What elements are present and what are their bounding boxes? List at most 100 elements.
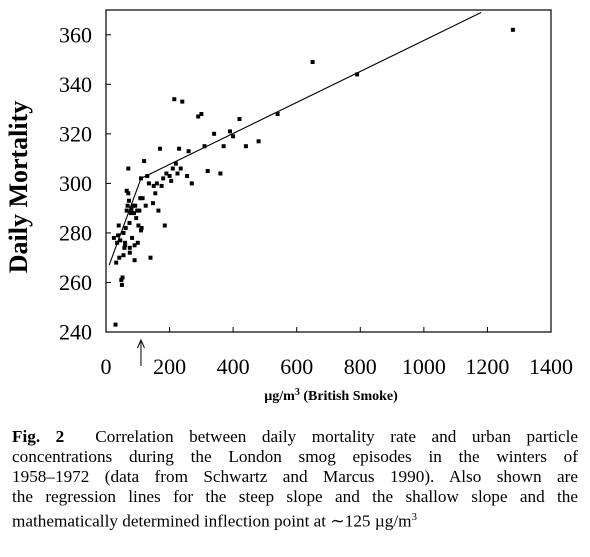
data-point (116, 223, 121, 228)
caption-line-3: 1958–1972 (data from Schwartz and Marcus… (12, 467, 578, 486)
data-point (139, 176, 143, 181)
data-point (132, 211, 136, 216)
data-point (173, 161, 178, 166)
caption-line-5: mathematically determined inflection poi… (12, 507, 578, 532)
data-point (121, 230, 126, 235)
data-point (140, 196, 145, 201)
data-point (185, 174, 190, 178)
data-point (119, 278, 124, 282)
plot-frame (105, 9, 552, 333)
data-point (118, 238, 123, 243)
y-tick-label: 340 (59, 72, 92, 97)
data-point (123, 240, 128, 245)
y-tick-label: 240 (59, 320, 92, 345)
data-point (178, 166, 183, 171)
data-point (135, 240, 140, 245)
data-point (123, 243, 128, 248)
data-points (111, 27, 515, 327)
data-point (151, 183, 156, 188)
data-point (148, 255, 153, 260)
data-point (126, 198, 131, 203)
x-tick-label: 1200 (465, 354, 509, 379)
data-point (130, 235, 135, 240)
data-point (151, 201, 155, 206)
data-point (275, 112, 280, 116)
data-point (132, 243, 137, 248)
data-point (355, 72, 360, 77)
data-point (139, 226, 144, 230)
arrow-head (137, 338, 145, 349)
data-point (146, 181, 151, 186)
data-point (117, 255, 122, 260)
data-point (119, 282, 124, 287)
caption-line-1: Fig. 2 Correlation between daily mortali… (12, 427, 578, 447)
x-tick-label: 600 (280, 354, 313, 379)
data-point (243, 144, 248, 149)
data-point (180, 99, 185, 104)
x-axis-title-text: (British Smoke) (300, 389, 398, 404)
x-axis: 0 200 400 600 800 1000 1200 1400 (101, 327, 573, 379)
data-point (127, 250, 132, 255)
data-point (145, 174, 150, 178)
data-point (127, 221, 132, 225)
scatter-chart: 0 200 400 600 800 1000 1200 1400 24026028030032… (4, 9, 573, 404)
data-point (122, 245, 127, 250)
data-point (228, 129, 232, 134)
data-point (123, 226, 128, 230)
data-point (124, 188, 129, 193)
y-axis-title: Daily Mortality (4, 101, 33, 274)
regression-lines (108, 12, 482, 266)
data-point (138, 196, 143, 201)
data-point (218, 171, 223, 176)
data-point (196, 114, 201, 119)
data-point (186, 149, 191, 154)
x-tick-label: 200 (153, 354, 186, 379)
data-point (116, 233, 121, 238)
data-point (129, 208, 134, 213)
data-point (237, 117, 242, 121)
data-point (256, 139, 261, 144)
data-point (134, 216, 139, 221)
data-point (510, 27, 515, 32)
x-tick-label: 400 (217, 354, 250, 379)
data-point (172, 97, 177, 102)
data-point (131, 203, 135, 208)
data-point (121, 253, 126, 258)
data-point (127, 245, 132, 250)
data-point (199, 112, 204, 116)
y-tick-label: 360 (59, 22, 92, 47)
data-point (129, 206, 134, 211)
data-point (177, 146, 182, 151)
figure-caption: Fig. 2 Correlation between daily mortali… (12, 427, 578, 532)
y-tick-label: 260 (59, 270, 92, 295)
data-point (175, 171, 180, 176)
regression-line (108, 178, 142, 266)
caption-superscript: 3 (411, 511, 417, 523)
data-point (202, 144, 207, 149)
regression-line (140, 12, 482, 179)
data-point (113, 322, 118, 327)
x-tick-label: 0 (101, 354, 112, 379)
data-point (161, 176, 166, 181)
data-point (132, 258, 137, 263)
data-point (153, 191, 158, 196)
data-point (231, 134, 236, 139)
caption-line-4: the regression lines for the steep slope… (12, 487, 578, 506)
figure-label: Fig. 2 (12, 427, 65, 446)
data-point (120, 275, 125, 280)
x-tick-label: 1400 (529, 354, 573, 379)
data-point (111, 235, 116, 240)
data-point (170, 166, 175, 171)
data-point (128, 211, 133, 216)
y-axis: 240 260 280 300 320 340 360 (59, 22, 111, 345)
data-point (137, 208, 142, 213)
inflection-arrow (137, 338, 145, 366)
data-point (310, 60, 315, 64)
plot-border (105, 9, 552, 333)
data-point (164, 171, 169, 176)
data-point (124, 208, 129, 213)
data-point (114, 260, 119, 265)
data-point (142, 159, 147, 164)
x-axis-title-superscript: 3 (295, 387, 300, 398)
data-point (162, 223, 167, 228)
